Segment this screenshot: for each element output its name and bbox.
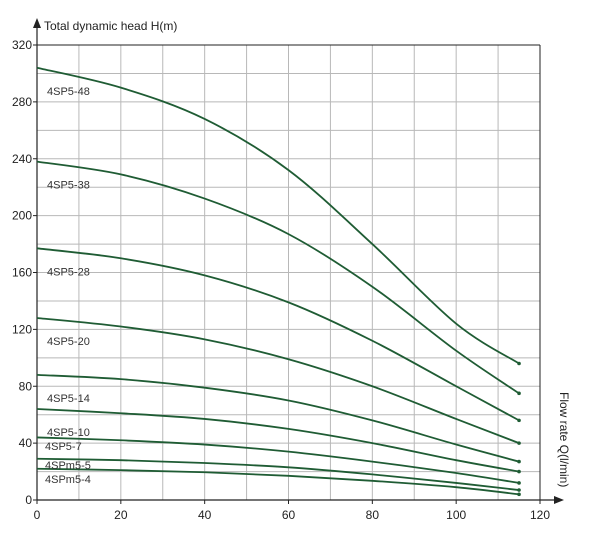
curve-4sp5-14 (36, 373, 520, 463)
curve-end-point (517, 441, 521, 445)
x-tick-label: 120 (530, 508, 550, 522)
y-axis-title: Total dynamic head H(m) (44, 19, 177, 33)
curve-4sp5-48 (36, 66, 520, 365)
y-tick-label: 120 (12, 322, 32, 336)
curve-4spm5-5 (36, 457, 520, 491)
tick-labels: 0 40 80 120 160 200 240 280 320 0 20 40 60 80 100 120 (12, 38, 550, 522)
curve-end-point (517, 391, 521, 396)
y-tick-label: 40 (19, 436, 33, 450)
curve-4sp5-7 (36, 436, 520, 484)
series-label-4sp5-28: 4SP5-28 (47, 266, 90, 278)
series-labels: 4SP5-48 4SP5-38 4SP5-28 4SP5-20 4SP5-14 4SP5-… (45, 86, 91, 486)
curve-4sp5-10 (36, 408, 520, 473)
y-tick-label: 0 (25, 493, 32, 507)
series-label-4spm5-4: 4SPm5-4 (45, 474, 91, 486)
series-label-4sp5-7: 4SP5-7 (45, 441, 82, 453)
y-tick-label: 80 (19, 379, 33, 393)
curve-end-point (517, 459, 521, 464)
x-tick-label: 40 (198, 508, 212, 522)
y-tick-label: 280 (12, 95, 32, 109)
curve-end-point (517, 488, 521, 492)
curve-end-point (517, 361, 521, 366)
curve-4sp5-20 (36, 317, 520, 444)
curve-4sp5-28 (36, 247, 520, 422)
curves (36, 66, 521, 497)
x-tick-label: 100 (446, 508, 466, 522)
x-tick-label: 80 (366, 508, 380, 522)
curve-end-point (517, 492, 521, 497)
grid (37, 45, 540, 500)
x-tick-label: 0 (34, 508, 41, 522)
y-tick-label: 320 (12, 38, 32, 52)
series-label-4sp5-38: 4SP5-38 (47, 180, 90, 192)
x-tick-label: 20 (114, 508, 128, 522)
x-tick-label: 60 (282, 508, 296, 522)
curve-4sp5-38 (36, 160, 520, 395)
series-label-4sp5-14: 4SP5-14 (47, 393, 90, 405)
series-label-4sp5-20: 4SP5-20 (47, 336, 90, 348)
curve-4spm5-4 (36, 467, 520, 496)
x-axis-arrow (554, 496, 564, 504)
y-axis-arrow (33, 18, 41, 28)
series-label-4sp5-48: 4SP5-48 (47, 86, 90, 98)
curve-end-point (517, 418, 521, 423)
series-label-4sp5-10: 4SP5-10 (47, 427, 90, 439)
curve-end-point (517, 481, 521, 485)
series-label-4spm5-5: 4SPm5-5 (45, 460, 91, 472)
y-tick-label: 240 (12, 152, 32, 166)
curve-end-point (517, 469, 521, 474)
y-tick-label: 160 (12, 266, 32, 280)
x-axis-title: Flow rate Q(l/min) (557, 392, 571, 487)
axes (33, 18, 564, 504)
y-tick-label: 200 (12, 209, 32, 223)
